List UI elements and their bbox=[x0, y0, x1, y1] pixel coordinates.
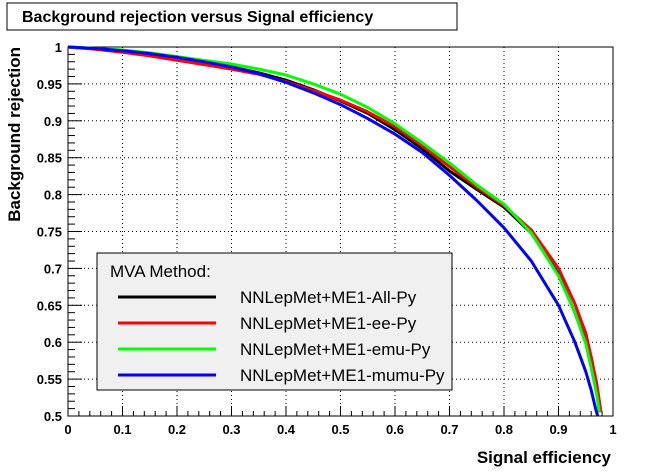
y-tick-label: 0.75 bbox=[37, 225, 62, 240]
y-tick-labels: 0.5 0.55 0.6 0.65 0.7 0.75 0.8 0.85 0.9 0.95 1 bbox=[37, 40, 62, 424]
chart-title: Background rejection versus Signal effic… bbox=[22, 9, 373, 26]
y-axis-label: Background rejection bbox=[5, 47, 24, 222]
x-tick-label: 0.4 bbox=[277, 422, 296, 437]
y-tick-label: 0.85 bbox=[37, 151, 62, 166]
legend-entries: NNLepMet+ME1-All-Py NNLepMet+ME1-ee-Py NNL… bbox=[118, 288, 445, 385]
x-tick-label: 0 bbox=[64, 422, 71, 437]
x-tick-label: 0.7 bbox=[440, 422, 458, 437]
legend-title: MVA Method: bbox=[110, 262, 211, 281]
y-tick-label: 0.95 bbox=[37, 77, 62, 92]
legend-label: NNLepMet+ME1-mumu-Py bbox=[240, 366, 445, 385]
y-tick-label: 0.5 bbox=[44, 409, 62, 424]
x-tick-label: 0.1 bbox=[113, 422, 131, 437]
x-tick-label: 0.2 bbox=[168, 422, 186, 437]
x-axis-label: Signal efficiency bbox=[477, 448, 612, 467]
y-tick-label: 0.55 bbox=[37, 372, 62, 387]
legend-label: NNLepMet+ME1-All-Py bbox=[240, 288, 417, 307]
x-tick-label: 0.9 bbox=[549, 422, 567, 437]
x-tick-label: 0.5 bbox=[331, 422, 349, 437]
series-line-NNLepMet+ME1-ee-Py bbox=[67, 45, 603, 413]
y-tick-label: 0.8 bbox=[44, 188, 62, 203]
x-tick-labels: 0 0.1 0.2 0.3 0.4 0.5 0.6 0.7 0.8 0.9 1 bbox=[64, 422, 616, 437]
y-tick-label: 0.7 bbox=[44, 261, 62, 276]
legend: MVA Method: NNLepMet+ME1-All-PyNNLepMet+… bbox=[96, 252, 453, 391]
y-tick-label: 0.65 bbox=[37, 298, 62, 313]
y-tick-label: 0.6 bbox=[44, 335, 62, 350]
x-tick-label: 0.6 bbox=[386, 422, 404, 437]
chart-title-box: Background rejection versus Signal effic… bbox=[6, 2, 458, 31]
x-tick-label: 0.8 bbox=[495, 422, 513, 437]
y-tick-label: 0.9 bbox=[44, 114, 62, 129]
legend-label: NNLepMet+ME1-emu-Py bbox=[240, 340, 431, 359]
series-line-NNLepMet+ME1-mumu-Py bbox=[67, 45, 600, 417]
axis-ticks bbox=[67, 46, 614, 417]
x-tick-label: 1 bbox=[609, 422, 616, 437]
legend-label: NNLepMet+ME1-ee-Py bbox=[240, 314, 417, 333]
series-lines bbox=[67, 45, 603, 417]
y-tick-label: 1 bbox=[55, 40, 62, 55]
x-tick-label: 0.3 bbox=[222, 422, 240, 437]
